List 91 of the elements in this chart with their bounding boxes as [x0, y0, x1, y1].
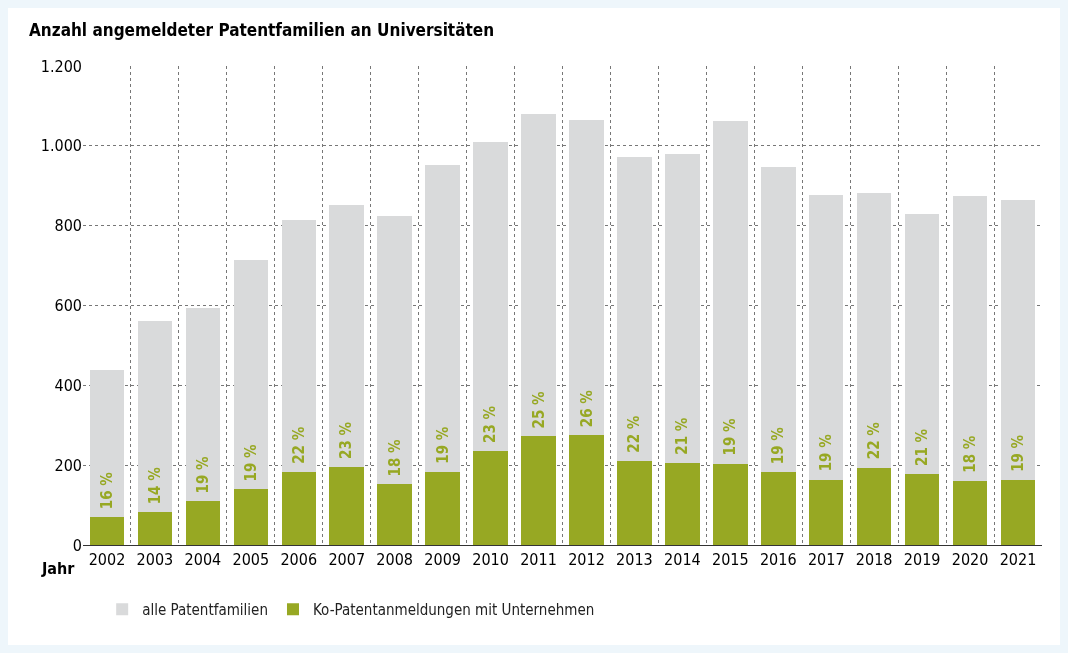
x-tick-label: 2014 — [664, 550, 701, 570]
bar — [569, 119, 604, 436]
bar — [89, 516, 125, 545]
x-tick-label: 2004 — [184, 550, 222, 570]
bar — [329, 466, 364, 545]
bar — [952, 196, 988, 482]
annotation: 26 % — [577, 389, 596, 428]
bar — [904, 214, 940, 475]
bar — [137, 511, 173, 545]
bar — [329, 204, 364, 467]
annotation: 19 % — [1009, 434, 1028, 472]
x-tick-label: 2005 — [232, 550, 270, 570]
annotation: 18 % — [385, 439, 404, 477]
bar — [665, 154, 700, 463]
y-tick-label: 1.000 — [40, 136, 82, 156]
annotation: 19 % — [769, 426, 788, 465]
bar — [185, 501, 221, 545]
annotation: 16 % — [97, 471, 116, 510]
x-tick-label: 2012 — [568, 550, 605, 570]
annotation: 18 % — [961, 435, 980, 473]
x-tick-label: 2006 — [280, 550, 318, 570]
annotation: 14 % — [145, 466, 164, 505]
x-tick-label: 2013 — [616, 550, 653, 570]
y-tick-label: 1.200 — [40, 56, 82, 76]
annotation: 19 % — [433, 426, 452, 464]
x-tick-label: 2015 — [712, 550, 749, 570]
annotation: 19 % — [242, 443, 261, 482]
bar — [233, 260, 269, 490]
chart-title: Anzahl angemeldeter Patentfamilien an Universitäten — [29, 19, 495, 40]
bar — [281, 471, 317, 545]
bar — [856, 467, 892, 545]
x-tick-label: 2019 — [903, 550, 941, 570]
bar — [665, 462, 700, 545]
x-tick-label: 2016 — [759, 550, 797, 570]
bar — [473, 450, 508, 545]
bar — [1000, 480, 1036, 545]
x-tick-label: 2007 — [328, 550, 366, 570]
annotation: 22 % — [865, 421, 884, 460]
bar — [137, 320, 173, 512]
bar — [425, 471, 460, 545]
annotation: 19 % — [817, 433, 836, 472]
bar — [1000, 200, 1036, 481]
bar — [281, 219, 317, 472]
bar — [713, 120, 748, 464]
annotation: 22 % — [289, 426, 308, 464]
bar — [617, 460, 652, 545]
bar — [521, 113, 556, 437]
annotation: 22 % — [625, 415, 644, 453]
y-tick-label: 800 — [54, 216, 82, 236]
bar — [761, 472, 796, 545]
bar — [185, 307, 221, 502]
annotation: 25 % — [529, 390, 548, 429]
bar — [904, 474, 940, 545]
bar — [808, 195, 844, 480]
bar — [473, 142, 508, 451]
bar — [761, 166, 796, 473]
x-tick-label: 2009 — [424, 550, 461, 570]
bar — [233, 489, 269, 545]
bar — [89, 369, 125, 517]
bar — [377, 484, 412, 545]
bar — [856, 193, 892, 468]
annotation: 23 % — [481, 405, 500, 443]
x-axis-title: Jahr — [41, 559, 76, 578]
x-tick-label: 2002 — [88, 550, 126, 570]
x-tick-label: 2008 — [376, 550, 413, 570]
bar — [952, 481, 988, 545]
bar — [713, 463, 748, 545]
annotation: 23 % — [337, 421, 356, 459]
x-tick-label: 2020 — [951, 550, 989, 570]
x-tick-label: 2017 — [807, 550, 845, 570]
legend-label: Ko-Patentanmeldungen mit Unternehmen — [312, 601, 595, 619]
y-tick-label: 600 — [54, 296, 82, 316]
annotation: 21 % — [673, 417, 692, 455]
bar — [569, 435, 604, 545]
x-tick-label: 2018 — [855, 550, 893, 570]
y-tick-label: 200 — [54, 455, 82, 475]
x-tick-label: 2011 — [520, 550, 557, 570]
bar — [617, 157, 652, 461]
annotation: 19 % — [194, 456, 213, 494]
bar — [521, 436, 556, 545]
x-tick-label: 2003 — [136, 550, 174, 570]
legend-label: alle Patentfamilien — [142, 601, 268, 619]
x-tick-label: 2010 — [472, 550, 509, 570]
x-tick-label: 2021 — [999, 550, 1037, 570]
bar — [808, 479, 844, 545]
annotation: 21 % — [913, 428, 932, 466]
annotation: 19 % — [721, 417, 740, 456]
y-tick-label: 0 — [72, 535, 82, 555]
bar — [425, 164, 460, 472]
bar — [377, 215, 412, 485]
y-tick-label: 400 — [54, 375, 82, 395]
